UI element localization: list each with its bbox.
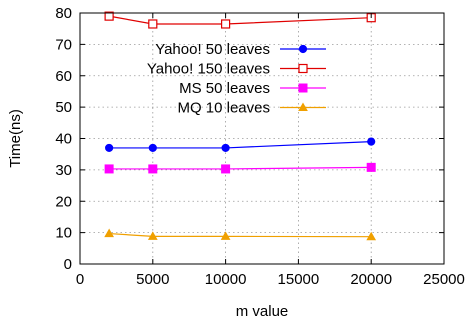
legend-marker bbox=[298, 44, 308, 54]
data-point bbox=[366, 231, 377, 241]
x-tick-label: 25000 bbox=[423, 271, 465, 288]
legend-marker bbox=[298, 102, 308, 111]
y-tick-label: 50 bbox=[55, 99, 72, 116]
data-point bbox=[366, 162, 376, 172]
legend: Yahoo! 50 leaves Yahoo! 150 leaves MS 50 l… bbox=[147, 41, 326, 117]
data-point bbox=[104, 11, 114, 21]
y-tick-label: 0 bbox=[64, 256, 72, 273]
y-tick-label: 80 bbox=[55, 5, 72, 22]
data-point bbox=[104, 164, 114, 174]
grid bbox=[80, 13, 444, 264]
x-axis-title: m value bbox=[236, 303, 289, 320]
x-tick-label: 15000 bbox=[278, 271, 320, 288]
x-tick-label: 0 bbox=[76, 271, 84, 288]
y-tick-label: 30 bbox=[55, 162, 72, 179]
legend-label: Yahoo! 50 leaves bbox=[155, 41, 270, 58]
legend-marker bbox=[298, 83, 308, 93]
series-line bbox=[109, 232, 372, 238]
series-line bbox=[109, 15, 372, 25]
legend-entry: Yahoo! 50 leaves bbox=[155, 41, 326, 58]
series-1 bbox=[105, 137, 376, 153]
y-tick-label: 40 bbox=[55, 131, 72, 148]
legend-entry: Yahoo! 150 leaves bbox=[147, 61, 326, 78]
x-tick-label: 20000 bbox=[350, 271, 392, 288]
legend-entry: MS 50 leaves bbox=[179, 80, 326, 97]
legend-marker bbox=[298, 63, 308, 74]
axis-ticks: 0 5000 10000 15000 20000 25000 0 10 20 30 40 50 60 70… bbox=[55, 5, 465, 288]
data-point bbox=[104, 228, 114, 238]
legend-label: Yahoo! 150 leaves bbox=[147, 61, 270, 78]
legend-label: MQ 10 leaves bbox=[177, 100, 270, 117]
series-line bbox=[109, 166, 372, 170]
data-point bbox=[148, 143, 157, 153]
y-axis-title: Time(ns) bbox=[7, 109, 24, 168]
data-point bbox=[220, 231, 231, 240]
y-tick-label: 60 bbox=[55, 68, 72, 85]
data-point bbox=[221, 143, 230, 153]
data-point bbox=[221, 164, 231, 174]
series-2 bbox=[104, 11, 376, 29]
data-point bbox=[367, 137, 376, 146]
x-tick-label: 5000 bbox=[136, 271, 169, 288]
data-point bbox=[148, 19, 158, 29]
series-4 bbox=[104, 228, 377, 241]
y-tick-label: 20 bbox=[55, 193, 72, 210]
data-point bbox=[105, 143, 114, 153]
data-point bbox=[147, 231, 158, 240]
y-tick-label: 10 bbox=[55, 225, 72, 242]
legend-entry: MQ 10 leaves bbox=[177, 100, 326, 117]
x-tick-label: 10000 bbox=[205, 271, 247, 288]
y-tick-label: 70 bbox=[55, 36, 72, 53]
legend-label: MS 50 leaves bbox=[179, 80, 270, 97]
series-3 bbox=[104, 162, 376, 174]
series-layer bbox=[104, 11, 377, 241]
data-point bbox=[148, 164, 158, 174]
series-line bbox=[109, 141, 372, 149]
data-point bbox=[221, 19, 231, 29]
